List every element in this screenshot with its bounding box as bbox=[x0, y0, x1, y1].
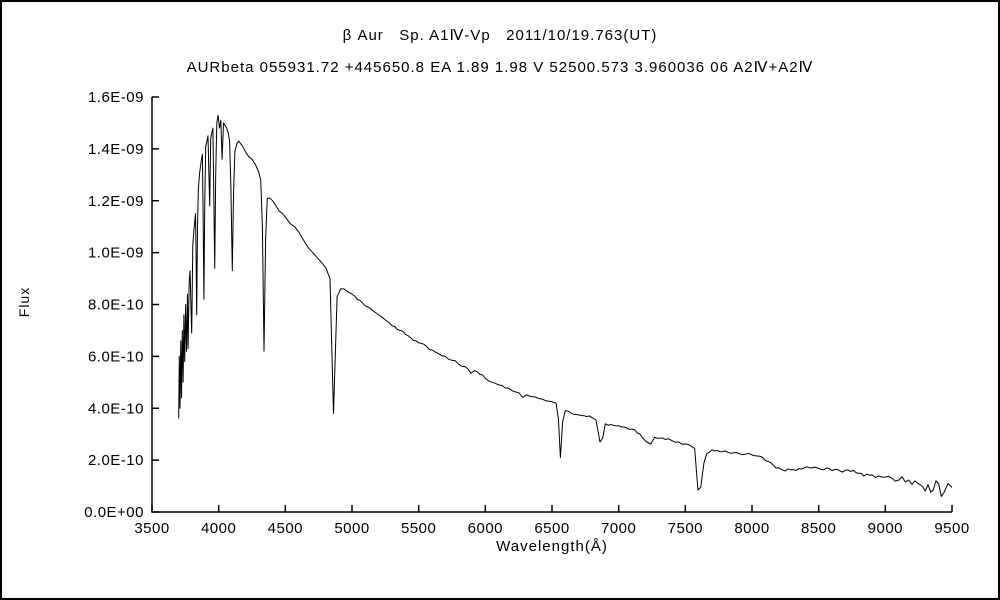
x-tick-label: 4500 bbox=[268, 520, 303, 537]
x-tick-label: 7000 bbox=[601, 520, 636, 537]
y-tick-label: 0.0E+00 bbox=[84, 504, 144, 521]
x-tick-label: 9000 bbox=[868, 520, 903, 537]
x-tick-label: 5000 bbox=[334, 520, 369, 537]
x-axis-label: Wavelength(Å) bbox=[496, 538, 608, 555]
x-tick-label: 8500 bbox=[801, 520, 836, 537]
chart-title-line1: β Aur Sp. A1Ⅳ-Vp 2011/10/19.763(UT) bbox=[342, 27, 658, 44]
y-tick-label: 4.0E-10 bbox=[88, 400, 144, 417]
y-tick-label: 6.0E-10 bbox=[88, 348, 144, 365]
y-tick-label: 1.2E-09 bbox=[88, 193, 144, 210]
x-tick-label: 7500 bbox=[668, 520, 703, 537]
spectrum-line bbox=[178, 114, 953, 497]
y-tick-label: 8.0E-10 bbox=[88, 297, 144, 314]
y-tick-label: 2.0E-10 bbox=[88, 452, 144, 469]
y-tick-label: 1.0E-09 bbox=[88, 245, 144, 262]
x-tick-label: 5500 bbox=[401, 520, 436, 537]
x-tick-label: 3500 bbox=[134, 520, 169, 537]
axis-tick-labels: 0.0E+00 2.0E-10 4.0E-10 6.0E-10 8.0E-10 1.0E-… bbox=[84, 89, 969, 537]
y-tick-label: 1.6E-09 bbox=[88, 89, 144, 106]
axes-lines bbox=[151, 97, 952, 513]
x-tick-label: 8000 bbox=[734, 520, 769, 537]
axes bbox=[151, 97, 952, 513]
x-tick-label: 9500 bbox=[934, 520, 969, 537]
x-tick-label: 6500 bbox=[534, 520, 569, 537]
chart-title-line2: AURbeta 055931.72 +445650.8 EA 1.89 1.98… bbox=[186, 59, 814, 76]
x-tick-label: 4000 bbox=[201, 520, 236, 537]
y-tick-label: 1.4E-09 bbox=[88, 141, 144, 158]
spectrum-path bbox=[178, 114, 953, 497]
x-tick-label: 6000 bbox=[468, 520, 503, 537]
axis-ticks bbox=[151, 96, 953, 513]
